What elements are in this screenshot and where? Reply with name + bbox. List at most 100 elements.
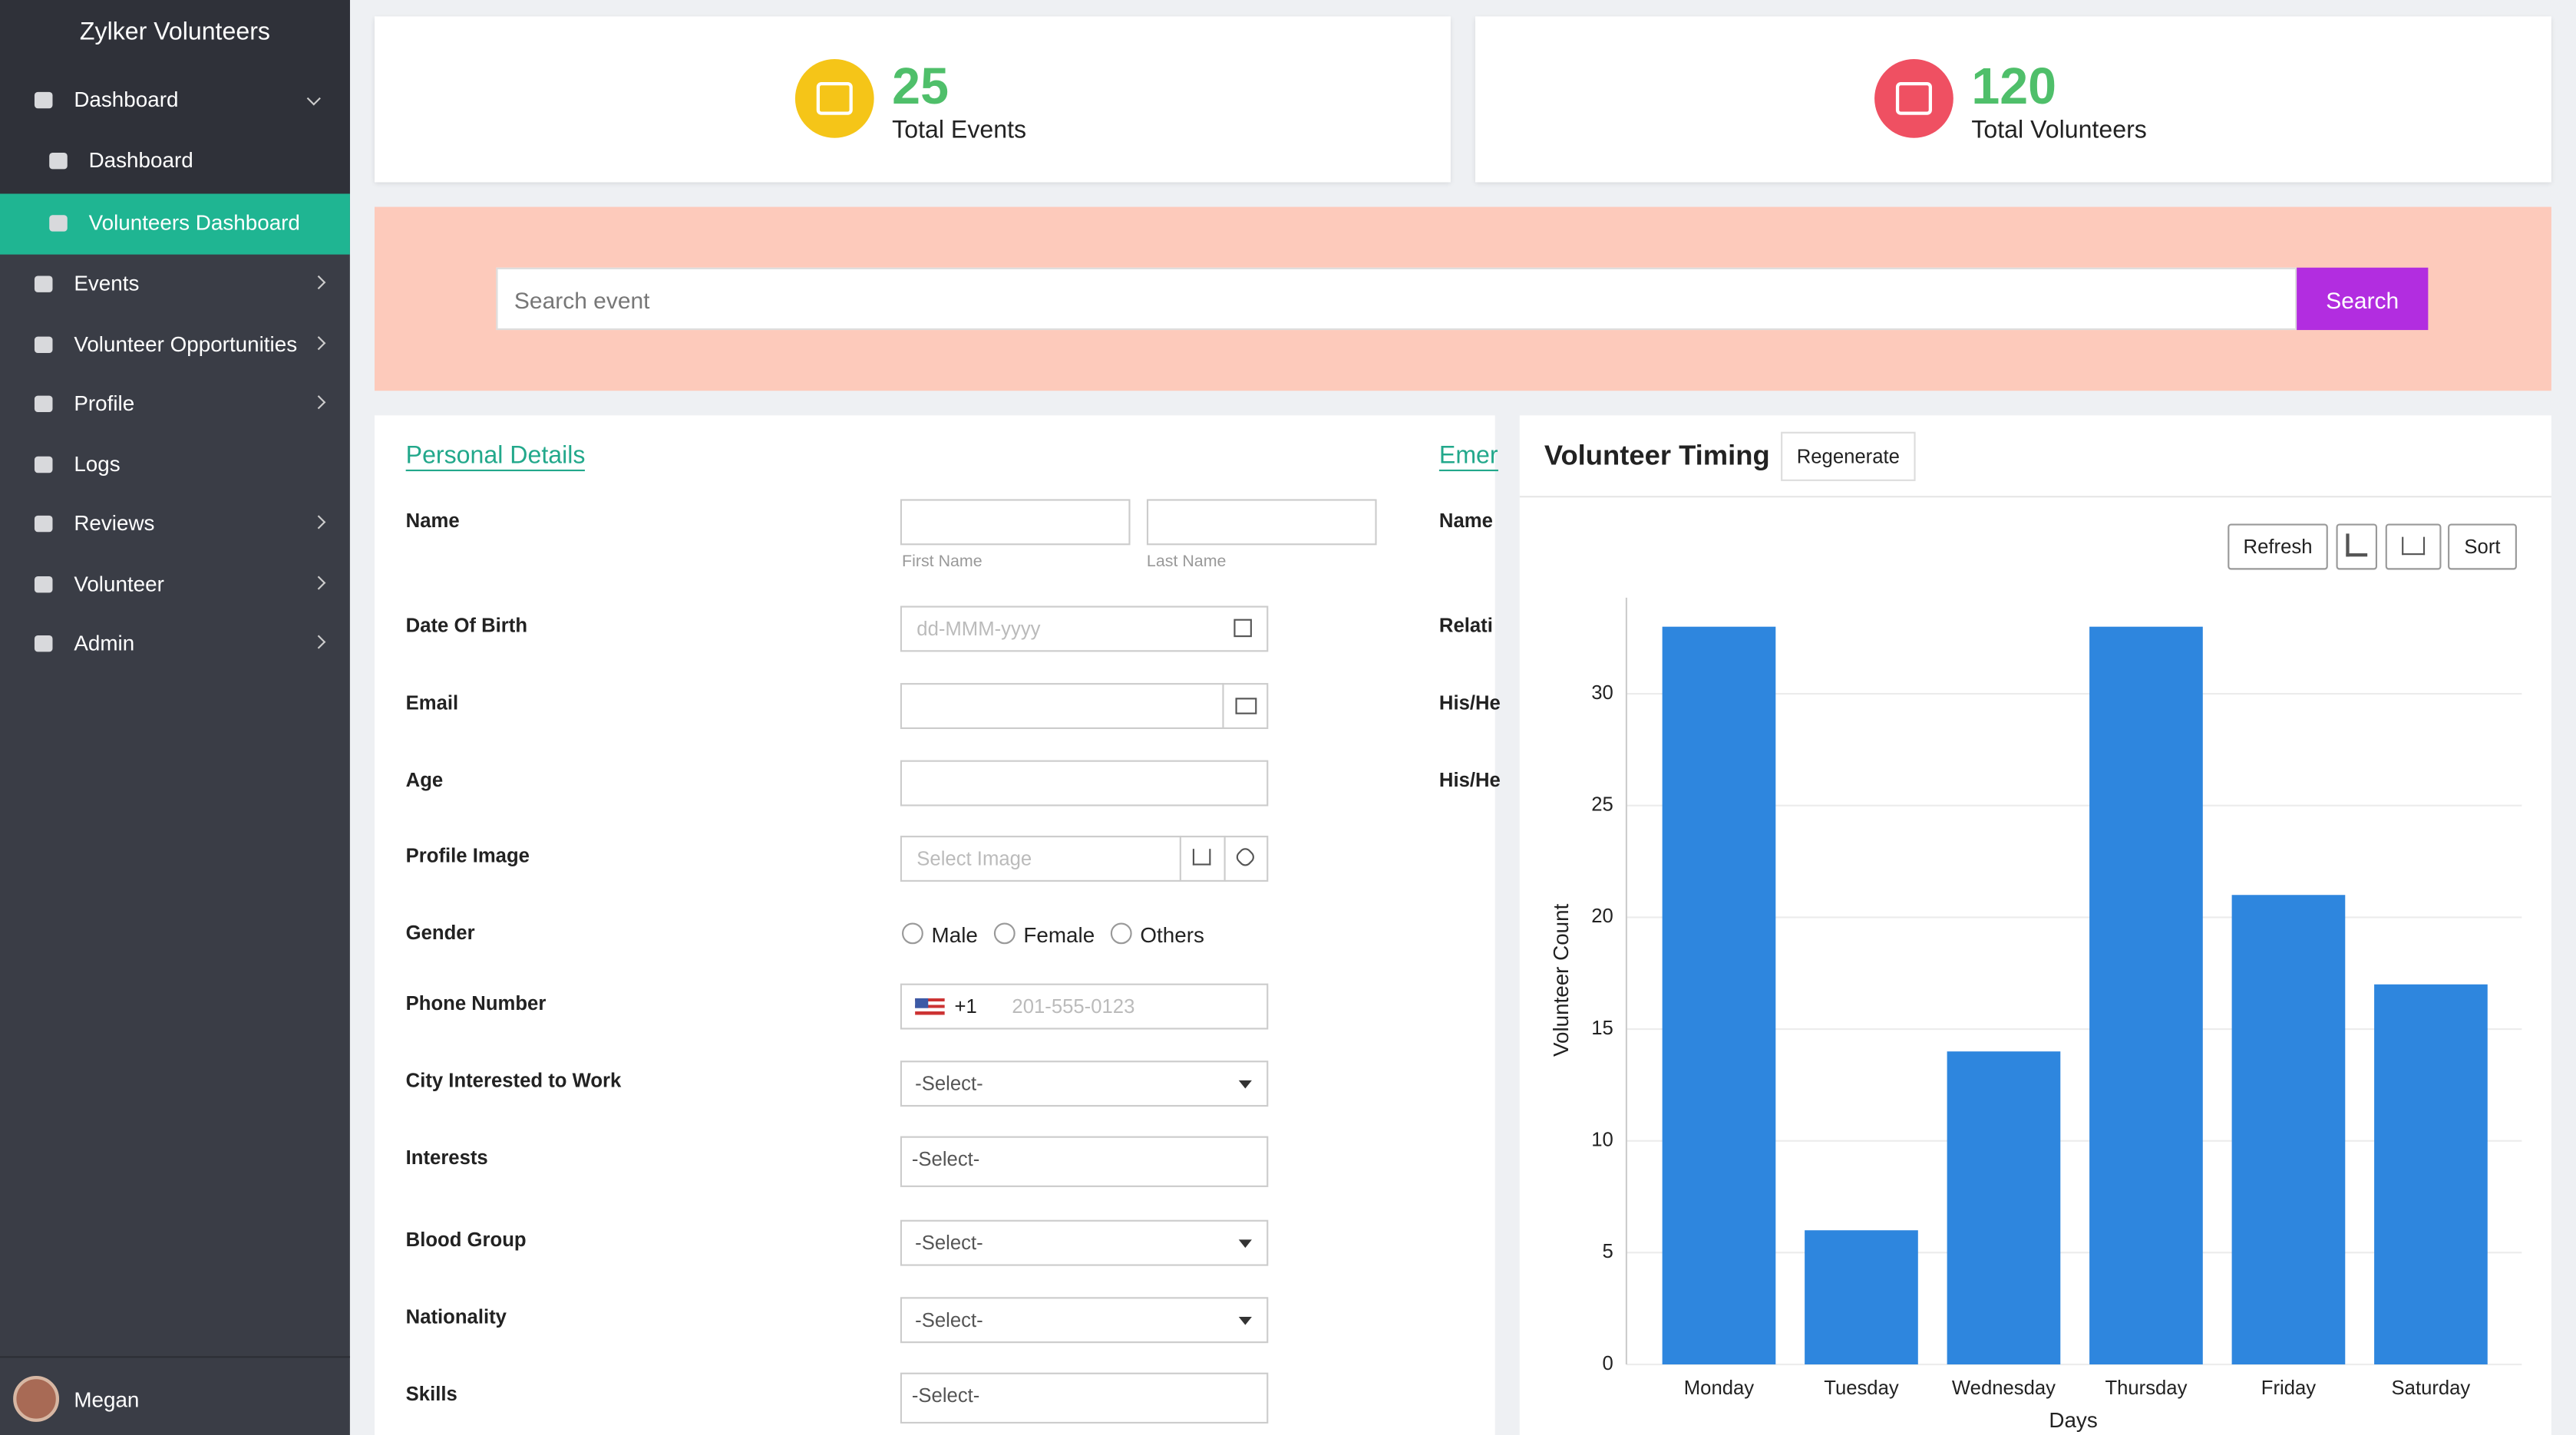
toolbar-button[interactable] — [2385, 523, 2442, 570]
regenerate-button[interactable] — [1781, 431, 1916, 481]
field-label: Profile Image — [405, 843, 530, 867]
stat-card — [1475, 16, 2551, 183]
menu-icon — [34, 456, 53, 473]
menu-item[interactable]: Volunteers Dashboard — [88, 209, 300, 235]
menu-item[interactable]: Dashboard — [88, 147, 193, 173]
field-label: His/He — [1438, 768, 1501, 792]
select-text: -Select- — [915, 1072, 983, 1096]
input[interactable] — [900, 1297, 1269, 1344]
menu-icon — [49, 215, 68, 232]
menu-item[interactable]: Volunteer — [74, 571, 164, 596]
chart-title: Volunteer Timing — [1544, 440, 1770, 472]
field-label: Skills — [405, 1382, 457, 1406]
menu-item[interactable]: Logs — [74, 451, 121, 477]
brand-bar — [0, 0, 350, 71]
menu-item[interactable]: Profile — [74, 391, 135, 416]
menu-icon — [34, 635, 53, 652]
form-title: Personal Details — [405, 444, 586, 472]
flag-canton — [915, 998, 929, 1008]
stat-card — [374, 16, 1451, 183]
hint: Last Name — [1146, 553, 1227, 572]
phone-code: +1 — [954, 995, 977, 1018]
menu-icon — [34, 275, 53, 292]
field-label: Relati — [1438, 614, 1493, 638]
stat-label: Total Volunteers — [1971, 116, 2147, 145]
radio-label[interactable]: Male — [931, 922, 978, 948]
toolbar-label[interactable]: Sort — [2464, 535, 2501, 559]
calendar-icon — [1234, 619, 1252, 638]
emergency-title: Emer — [1438, 444, 1498, 472]
select-text: -Select- — [915, 1231, 983, 1255]
input[interactable] — [900, 499, 1131, 546]
field-label: His/He — [1438, 691, 1501, 714]
menu-icon — [34, 576, 53, 593]
menu-item[interactable]: Admin — [74, 630, 135, 655]
radio[interactable] — [902, 922, 923, 945]
menu-icon — [34, 91, 53, 109]
input[interactable] — [900, 1372, 1269, 1424]
mail-icon — [1235, 698, 1257, 714]
user-bar — [0, 1356, 350, 1435]
field-label: Date Of Birth — [405, 614, 528, 638]
header-divider — [1519, 496, 2551, 498]
caret — [1238, 1080, 1252, 1089]
field-label: Name — [405, 509, 460, 533]
stat-value: 25 — [892, 57, 949, 115]
input[interactable] — [900, 760, 1269, 807]
search-input[interactable] — [496, 267, 2297, 331]
menu-icon — [34, 395, 53, 413]
search-button[interactable] — [2297, 267, 2429, 331]
toolbar-label[interactable]: Refresh — [2243, 535, 2313, 559]
hint: First Name — [902, 553, 983, 572]
menu-item[interactable]: Reviews — [74, 510, 155, 536]
toolbar-button[interactable] — [2448, 523, 2517, 570]
radio-label[interactable]: Female — [1023, 922, 1095, 948]
stat-label: Total Events — [892, 116, 1027, 145]
input[interactable] — [900, 1061, 1269, 1107]
menu-item[interactable]: Volunteer Opportunities — [74, 332, 298, 357]
menu-item[interactable]: Events — [74, 271, 140, 296]
input[interactable] — [900, 683, 1269, 729]
menu-icon — [34, 336, 53, 354]
toolbar-button[interactable] — [2228, 523, 2328, 570]
field-label: City Interested to Work — [405, 1068, 622, 1092]
submenu-bg — [0, 71, 350, 194]
placeholder: dd-MMM-yyyy — [916, 617, 1041, 641]
user-name: Megan — [74, 1387, 140, 1413]
select-text: -Select- — [911, 1147, 980, 1171]
input[interactable] — [900, 836, 1269, 882]
divider — [1224, 836, 1226, 882]
select-text: -Select- — [915, 1308, 983, 1332]
caret — [1238, 1316, 1252, 1325]
regenerate-label[interactable]: Regenerate — [1796, 444, 1900, 468]
brand: Zylker Volunteers — [79, 18, 270, 46]
radio-label[interactable]: Others — [1140, 922, 1204, 948]
select-text: -Select- — [911, 1384, 980, 1407]
stat-icon — [794, 59, 874, 138]
divider — [1222, 683, 1224, 729]
input[interactable] — [900, 1219, 1269, 1266]
field-label: Interests — [405, 1146, 488, 1169]
radio[interactable] — [993, 922, 1016, 945]
input[interactable] — [900, 983, 1269, 1030]
field-label: Gender — [405, 921, 475, 945]
search-placeholder: Search event — [514, 287, 650, 314]
input[interactable] — [900, 605, 1269, 652]
phone-placeholder: 201-555-0123 — [1012, 995, 1135, 1018]
upload-icon — [1192, 849, 1211, 866]
toolbar-button[interactable] — [2336, 523, 2378, 570]
placeholder: Select Image — [916, 847, 1032, 870]
export-icon — [2402, 536, 2426, 556]
input[interactable] — [1146, 499, 1377, 546]
menu-item[interactable]: Dashboard — [74, 87, 179, 112]
stat-glyph — [816, 81, 853, 115]
search-button-label[interactable]: Search — [2326, 287, 2399, 314]
stat-glyph — [1895, 81, 1932, 115]
stat-value: 120 — [1971, 57, 2057, 115]
field-label: Name — [1438, 509, 1493, 533]
input[interactable] — [900, 1136, 1269, 1187]
bars-icon — [2346, 533, 2368, 557]
radio[interactable] — [1110, 922, 1132, 945]
field-label: Phone Number — [405, 991, 547, 1015]
